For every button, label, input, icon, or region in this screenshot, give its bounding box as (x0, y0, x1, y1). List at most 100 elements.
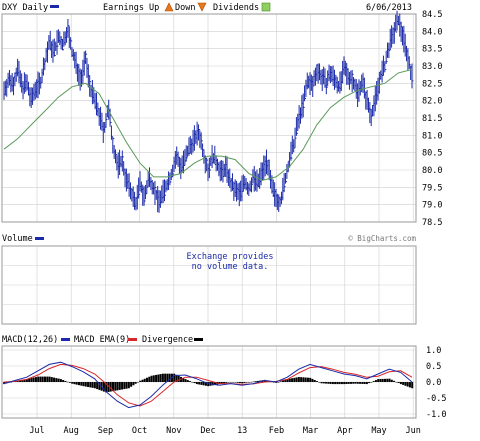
divergence-bar (347, 382, 350, 384)
divergence-bar (309, 377, 312, 382)
divergence-bar (177, 375, 180, 382)
macd-y-tick-label: 0.0 (426, 378, 441, 388)
divergence-bar (84, 382, 87, 387)
macd-line (3, 361, 413, 409)
divergence-bar (313, 380, 316, 382)
divergence-bar (338, 382, 341, 385)
divergence-bar (329, 382, 332, 384)
divergence-bar (365, 382, 368, 385)
divergence-bar (225, 382, 228, 383)
divergence-bar (322, 382, 325, 384)
divergence-bar (118, 382, 121, 390)
divergence-bar (55, 378, 58, 382)
divergence-bar (32, 377, 35, 382)
volume-label: Volume (2, 234, 33, 244)
divergence-legend-label: Divergence (142, 335, 193, 345)
price-series (3, 10, 414, 213)
price-y-tick-label: 80.0 (422, 166, 442, 176)
divergence-bar (152, 375, 155, 382)
price-y-tick-label: 79.0 (422, 201, 442, 211)
dividends-icon (261, 2, 271, 12)
divergence-bar (368, 382, 371, 384)
divergence-bar (114, 382, 117, 391)
divergence-bar (168, 373, 171, 382)
divergence-bar (361, 382, 364, 384)
divergence-bar (318, 382, 321, 383)
divergence-bar (143, 378, 146, 382)
divergence-bar (352, 382, 355, 384)
dividends-label: Dividends (213, 3, 259, 13)
divergence-bar (57, 378, 60, 382)
divergence-bar (37, 376, 40, 382)
earnings-down-icon (197, 2, 207, 12)
divergence-bar (105, 382, 108, 393)
divergence-bar (408, 382, 411, 388)
x-tick-label: Feb (269, 426, 284, 436)
divergence-bar (136, 382, 139, 383)
earnings-up-icon (164, 2, 174, 12)
divergence-bar (248, 382, 250, 383)
divergence-bar (193, 382, 196, 384)
divergence-bar (93, 382, 96, 389)
divergence-bar (254, 381, 257, 382)
divergence-bar (266, 380, 269, 382)
divergence-bar (384, 378, 386, 382)
divergence-bar (195, 382, 198, 385)
divergence-bar (34, 377, 37, 382)
x-tick-label: 13 (237, 426, 247, 436)
divergence-bar (164, 373, 167, 382)
divergence-bar (370, 382, 373, 383)
x-tick-label: Mar (303, 426, 318, 436)
divergence-bar (141, 379, 144, 382)
divergence-bar (250, 381, 253, 383)
divergence-bar (234, 382, 237, 383)
divergence-bar (109, 382, 112, 392)
divergence-bar (23, 379, 26, 382)
divergence-bar (220, 382, 223, 384)
divergence-bar (374, 380, 377, 382)
divergence-bar (350, 382, 352, 384)
divergence-bar (263, 379, 266, 382)
divergence-bar (202, 382, 205, 386)
divergence-bar (404, 382, 407, 386)
divergence-bar (139, 380, 142, 382)
divergence-bar (320, 382, 323, 384)
divergence-bar (48, 376, 51, 382)
price-y-tick-label: 79.5 (422, 183, 442, 193)
divergence-bar (82, 382, 85, 387)
divergence-bar (229, 382, 232, 383)
divergence-bar (159, 374, 162, 382)
divergence-bar (377, 379, 380, 382)
price-y-tick-label: 83.0 (422, 62, 442, 72)
divergence-bar (66, 381, 69, 383)
divergence-bar (325, 382, 328, 384)
macd-legend-label: MACD(12,26) (2, 335, 58, 345)
divergence-bar (311, 378, 314, 382)
divergence-bar (297, 377, 300, 382)
divergence-bar (89, 382, 92, 388)
macd-y-tick-label: -1.0 (426, 410, 446, 420)
divergence-bar (334, 382, 337, 385)
divergence-bar (28, 378, 31, 382)
divergence-bar (80, 382, 83, 386)
divergence-bar (150, 375, 153, 382)
bigcharts-watermark: © BigCharts.com (348, 234, 416, 243)
price-y-tick-label: 84.5 (422, 10, 442, 20)
divergence-bar (406, 382, 409, 387)
divergence-bar (21, 379, 24, 382)
divergence-bar (44, 376, 46, 382)
divergence-bar (25, 379, 28, 382)
divergence-bar (96, 382, 99, 390)
divergence-bar (257, 380, 260, 382)
divergence-bar (41, 376, 44, 382)
divergence-bar (223, 382, 226, 384)
macd-y-axis: 1.0 0.5 0.0 -0.5 -1.0 (426, 346, 446, 420)
divergence-bar (218, 382, 221, 385)
divergence-bar (130, 382, 133, 387)
price-panel-frame (1, 13, 417, 223)
divergence-bar (291, 378, 294, 382)
divergence-bar (238, 382, 241, 383)
divergence-bar (175, 374, 178, 382)
divergence-bar (59, 379, 62, 382)
divergence-bar (388, 378, 391, 382)
